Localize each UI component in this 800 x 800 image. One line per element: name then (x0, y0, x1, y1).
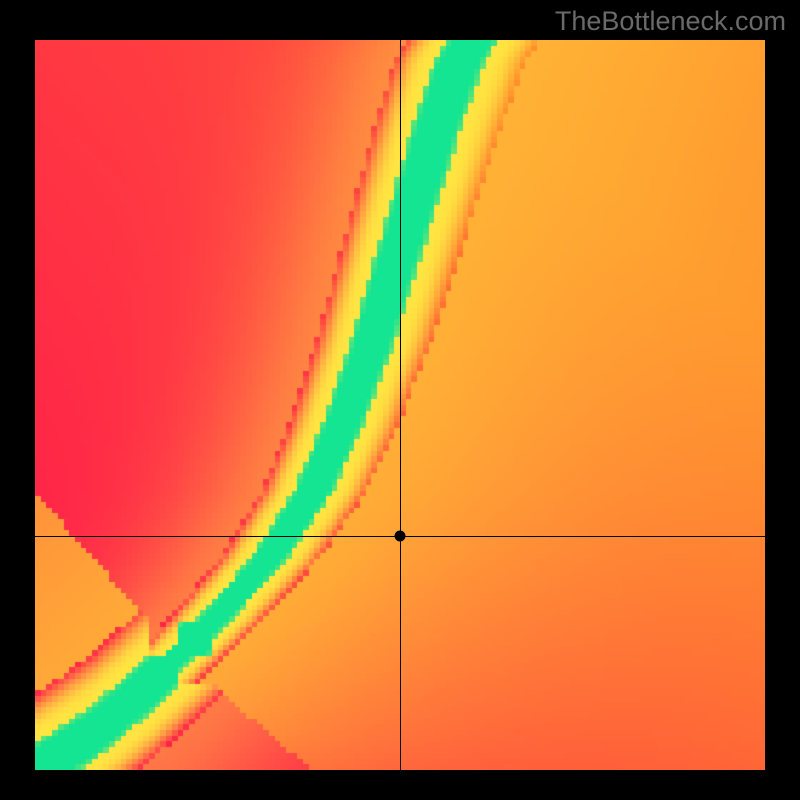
heatmap-plot-area (35, 40, 765, 770)
crosshair-marker (395, 531, 406, 542)
attribution-watermark: TheBottleneck.com (555, 6, 786, 37)
crosshair-vertical (400, 40, 401, 770)
